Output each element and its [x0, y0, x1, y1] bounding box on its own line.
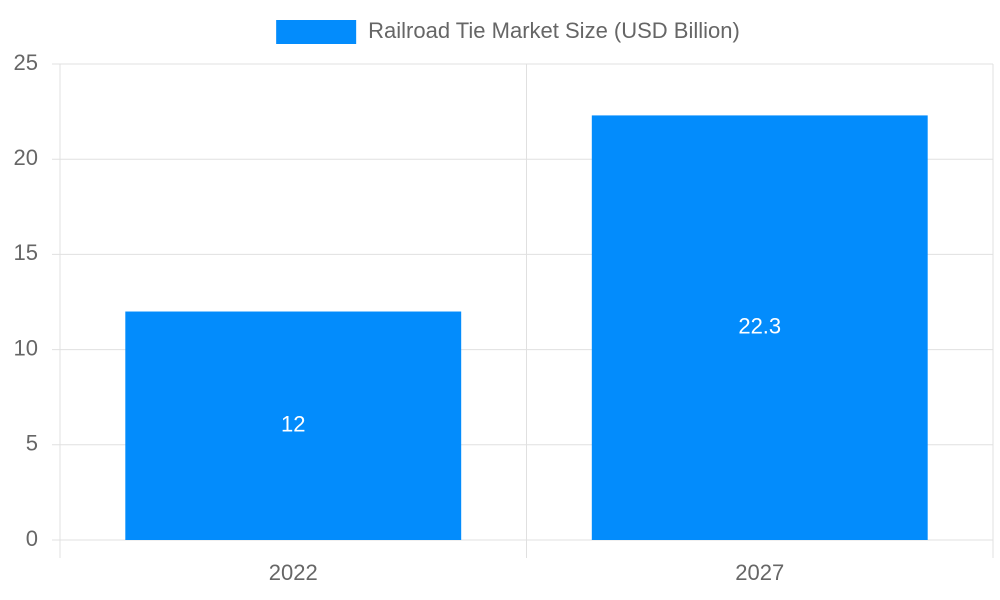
y-tick-label: 25: [14, 50, 38, 75]
x-tick-label: 2027: [735, 560, 784, 585]
data-label: 22.3: [738, 314, 781, 339]
y-tick-label: 20: [14, 145, 38, 170]
bar: [125, 311, 462, 540]
y-tick-label: 0: [26, 526, 38, 551]
legend-swatch: [276, 20, 357, 44]
y-tick-label: 10: [14, 335, 38, 360]
legend-label: Railroad Tie Market Size (USD Billion): [368, 18, 740, 43]
bar: [591, 115, 928, 541]
x-tick-label: 2022: [269, 560, 318, 585]
y-tick-label: 5: [26, 431, 38, 456]
y-tick-label: 15: [14, 240, 38, 265]
data-label: 12: [281, 412, 305, 437]
